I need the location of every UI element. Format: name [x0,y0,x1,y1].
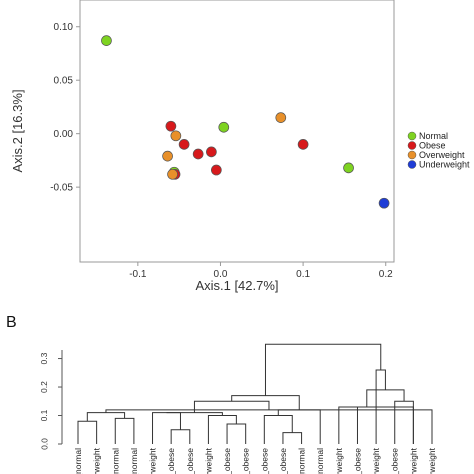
dendrogram-branch [375,369,386,407]
dendrogram-leaf-label: _normal [315,448,325,474]
scatter-point-obese [297,139,309,150]
legend-marker [407,160,417,169]
scatter-point-overweight [167,168,178,180]
dendrogram-y-axis-ticks: 0.0 0.1 0.2 0.3 [39,352,62,450]
y-tick-label: 0.10 [54,22,74,33]
dendrogram-branch [193,400,270,413]
dendrogram-leaf-label: verweight [203,447,213,474]
x-tick-label: -0.1 [129,269,147,280]
dendrogram-leaf-label: _obese [166,448,176,474]
scatter-point-obese [210,164,222,176]
dendrogram-leaf-label: _obese [352,448,362,474]
legend-label: Overweight [419,150,465,160]
x-tick-label: 0.2 [379,269,393,280]
dendrogram-leaf-label: verweight [334,447,344,474]
dendrogram-leaf-label: _normal [129,448,139,474]
x-tick-label: 0.0 [214,269,228,280]
plot-frame [79,0,395,263]
scatter-point-overweight [275,112,287,123]
y-axis-title: Axis.2 [16.3%] [10,89,25,172]
dendrogram-branch [231,395,300,410]
dendrogram-y-tick-label: 0.0 [39,438,49,450]
dendrogram-branch [105,409,433,444]
dendrogram-branch [366,389,405,407]
scatter-point-obese [206,146,217,158]
dendrogram-leaf-label: verweight [427,447,437,474]
dendrogram-leaf-label: verweight [92,447,102,474]
scatter-point-overweight [170,130,182,142]
dendrogram-leaf-labels: _normal verweight _normal _normal verweight _… [73,447,437,474]
legend-label: Underweight [419,160,470,170]
dendrogram-branch [263,415,293,444]
legend-marker [407,131,417,141]
dendrogram-leaf-label: _obese [185,448,195,474]
dendrogram-panel: B 0.00.10.20.3 _normal verweight _normal _n… [6,314,437,474]
dendrogram-leaf-label: verweight [371,447,381,474]
dendrogram-y-tick-label: 0.2 [39,381,49,393]
dendrogram-leaf-label: _normal [297,448,307,474]
dendrogram-leaf-label: _normal [110,448,120,474]
scatter-point-normal [343,162,354,174]
dendrogram-leaf-label: _obese [390,448,400,474]
dendrogram-branch [166,412,223,416]
scatter-point-normal [101,35,112,46]
y-axis-ticks: -0.05 0.00 0.05 0.10 [50,22,80,194]
scatter-point-normal [218,121,230,133]
scatter-points [101,35,390,209]
dendrogram-branch [86,412,126,422]
dendrogram-branch [226,423,247,444]
legend-marker [407,141,417,150]
legend-label: Normal [419,131,448,141]
dendrogram-leaf-label: _normal [73,448,83,474]
dendrogram-leaf-label: verweight [408,447,418,474]
dendrogram-branch [394,400,414,444]
dendrogram-leaf-label: _obese [241,448,251,474]
panel-b-label: B [6,314,17,331]
dendrogram-y-tick-label: 0.1 [39,409,49,421]
dendrogram-leaf-label: verweight [148,447,158,474]
dendrogram-branch [277,409,321,444]
dendrogram-branch [77,420,98,444]
x-axis-title: Axis.1 [42.7%] [195,278,278,293]
scatter-point-obese [192,148,204,160]
dendrogram-y-tick-label: 0.3 [39,352,49,364]
dendrogram-leaf-label: _obese [222,448,232,474]
dendrogram-branch [114,417,135,444]
y-tick-label: -0.05 [50,183,73,194]
dendrogram-branch [152,412,181,444]
dendrogram-branch [356,406,377,444]
pcoa-scatter-panel: -0.05 0.00 0.05 0.10 -0.1 0.0 0.1 0.2 Axis.1 [… [10,0,470,293]
dendrogram-branch [282,432,303,444]
scatter-point-overweight [162,150,173,162]
x-tick-label: 0.1 [296,269,310,280]
y-tick-label: 0.05 [54,76,74,87]
y-tick-label: 0.00 [54,129,74,140]
dendrogram-leaf-label: _obese [259,448,269,474]
scatter-point-obese [178,139,190,150]
scatter-point-underweight [378,197,390,209]
dendrogram-branch [170,429,191,444]
dendrogram-branch [207,415,237,444]
dendrogram-leaf-label: _obese [278,448,288,474]
dendrogram-branch [264,343,382,396]
legend-marker [407,150,417,160]
x-axis-ticks: -0.1 0.0 0.1 0.2 [129,262,393,280]
legend-label: Obese [419,141,446,151]
dendrogram-branches [77,343,433,444]
scatter-point-obese [165,120,177,132]
